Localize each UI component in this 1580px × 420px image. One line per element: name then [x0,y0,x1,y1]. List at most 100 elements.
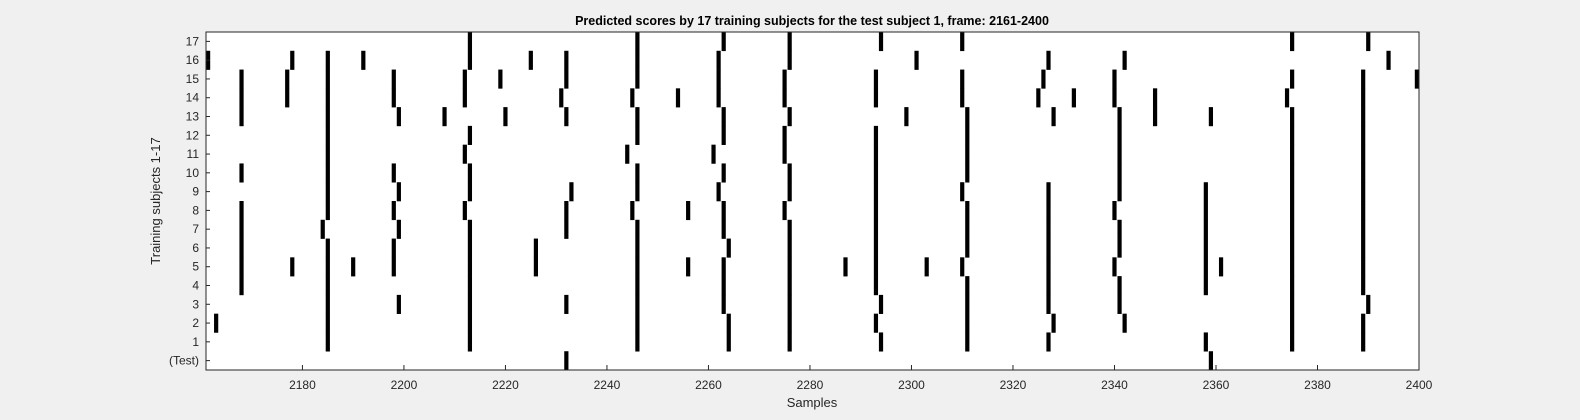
score-mark [325,182,330,202]
x-tick-label: 2380 [1304,378,1331,392]
score-mark [325,238,330,258]
score-mark [1046,332,1051,352]
plot-area [206,32,1419,370]
score-mark [873,238,879,258]
score-mark [965,313,970,333]
score-mark [960,182,965,202]
y-tick-label: 15 [186,72,200,86]
score-mark [391,257,396,277]
score-mark [1366,32,1371,52]
score-mark [239,201,244,221]
score-mark [1361,201,1366,221]
score-mark [873,276,879,296]
score-mark [1414,69,1419,89]
score-mark [960,32,965,52]
score-mark [462,88,467,108]
score-mark [1290,257,1295,277]
score-mark [1366,294,1371,314]
score-mark [960,69,965,89]
y-tick-label: 1 [192,335,199,349]
score-mark [214,313,219,333]
score-mark [391,69,396,89]
score-mark [635,219,640,239]
score-mark [878,332,884,352]
score-mark [965,332,970,352]
score-mark [325,50,330,70]
score-mark [635,125,640,145]
score-mark [1051,107,1056,127]
score-mark [635,69,640,89]
score-mark [782,69,787,89]
score-mark [787,332,792,352]
score-mark [1218,257,1224,277]
score-mark [1036,88,1041,108]
score-mark [873,163,879,183]
score-mark [873,257,879,277]
score-mark [325,257,330,277]
score-mark [716,182,721,202]
x-tick-label: 2200 [391,378,418,392]
score-mark [533,257,538,277]
score-mark [1361,313,1366,333]
score-mark [1051,313,1056,333]
score-mark [1290,69,1295,89]
score-mark [716,69,721,89]
score-mark [564,294,569,314]
score-mark [467,276,473,296]
score-mark [873,144,879,164]
score-mark [1046,201,1051,221]
x-tick-label: 2280 [797,378,824,392]
score-mark [914,50,919,70]
score-mark [873,219,879,239]
score-mark [239,163,244,183]
plot-border [205,31,1420,371]
score-mark [635,294,640,314]
score-mark [1361,276,1366,296]
score-mark [635,332,640,352]
x-tick-label: 2320 [1000,378,1027,392]
score-mark [467,163,473,183]
score-mark [635,32,640,52]
score-mark [503,107,508,127]
score-mark [239,276,244,296]
score-mark [787,182,792,202]
score-mark [965,107,970,127]
x-tick-label: 2240 [594,378,621,392]
y-tick-label: 8 [192,203,199,217]
score-mark [904,107,909,127]
score-mark [1361,163,1366,183]
score-mark [498,69,503,89]
score-mark [1361,88,1366,108]
score-mark [325,294,330,314]
score-mark [462,144,467,164]
score-mark [787,313,792,333]
y-tick-label: 2 [192,316,199,330]
x-tick-label: 2300 [898,378,925,392]
score-mark [635,50,640,70]
score-mark [1046,219,1051,239]
score-mark [1117,182,1122,202]
score-mark [726,238,731,258]
score-mark [1152,107,1158,127]
score-mark [635,257,640,277]
score-mark [1112,257,1117,277]
score-mark [1117,219,1122,239]
score-mark [787,107,792,127]
score-mark [1361,238,1366,258]
score-mark [721,201,726,221]
score-mark [1071,88,1076,108]
score-mark [965,201,970,221]
score-mark [1290,163,1295,183]
score-mark [1046,50,1051,70]
y-tick-label: 10 [186,166,200,180]
score-mark [1290,313,1295,333]
score-mark [569,182,574,202]
score-mark [782,125,787,145]
score-mark [1117,107,1122,127]
score-mark [1290,294,1295,314]
score-mark [467,125,473,145]
score-mark [559,88,564,108]
x-axis-label: Samples [787,395,838,410]
score-mark [564,201,569,221]
score-mark [1203,219,1208,239]
